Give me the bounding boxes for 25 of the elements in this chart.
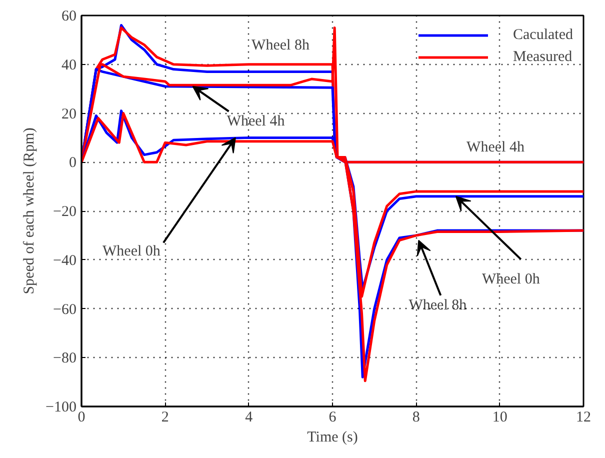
x-axis-title: Time (s) (307, 430, 358, 446)
legend-label: Caculated (513, 26, 573, 44)
y-tick-label: −20 (53, 204, 77, 220)
y-tick-label: −40 (53, 252, 77, 269)
annotation: Wheel 8h (252, 38, 310, 54)
x-tick-label: 4 (245, 410, 254, 426)
y-tick-label: 0 (69, 155, 76, 172)
y-tick-label: 40 (62, 57, 76, 74)
y-axis-title: Speed of each wheel (Rpm) (22, 128, 38, 294)
y-tick-label: −100 (46, 400, 77, 416)
x-tick-label: 2 (161, 410, 169, 426)
y-tick-label: 60 (62, 8, 76, 24)
x-tick-label: 10 (492, 410, 508, 426)
annotation: Wheel 8h (408, 297, 468, 314)
annotation: Wheel 4h (226, 113, 286, 130)
y-tick-label: 20 (62, 106, 76, 122)
x-tick-label: 6 (328, 410, 337, 426)
annotation: Wheel 4h (466, 140, 525, 156)
y-tick-label: −60 (53, 302, 77, 318)
annotation: Wheel 0h (102, 244, 161, 260)
x-tick-label: 12 (576, 410, 591, 426)
y-tick-label: −80 (53, 350, 77, 367)
legend-label: Measured (513, 48, 572, 66)
annotation: Wheel 0h (482, 271, 540, 288)
x-tick-label: 8 (412, 410, 420, 426)
